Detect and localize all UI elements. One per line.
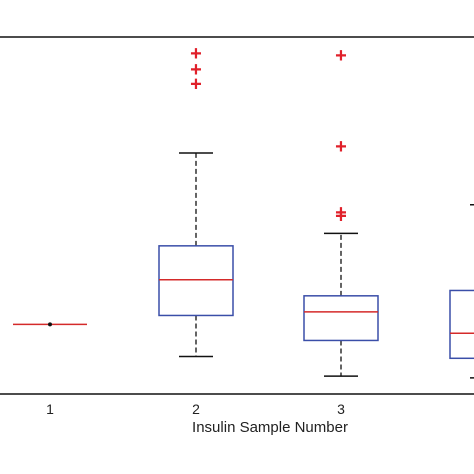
outlier-point: + (190, 59, 202, 81)
x-axis-label: Insulin Sample Number (192, 419, 348, 436)
outlier-point: + (190, 43, 202, 65)
outlier-point: + (335, 202, 347, 224)
box-group-3: ++++ (303, 45, 379, 377)
box-group-2: +++ (158, 43, 234, 358)
median-marker (48, 322, 52, 327)
x-tick-label: 2 (192, 401, 200, 417)
x-tick-label: 3 (337, 401, 345, 417)
x-tick-label: 1 (46, 401, 54, 417)
box-iqr (158, 245, 234, 317)
outlier-point: + (335, 206, 347, 228)
box-group-4 (449, 204, 474, 379)
plot-axes (0, 36, 474, 395)
outlier-point: + (335, 136, 347, 158)
x-tick-labels: 1 2 3 (46, 401, 345, 417)
box-group-1 (13, 322, 87, 327)
box-iqr (449, 289, 474, 360)
plot-marks: +++++++ (13, 43, 474, 379)
box-iqr (303, 295, 379, 342)
outlier-point: + (190, 73, 202, 95)
outlier-point: + (335, 45, 347, 67)
